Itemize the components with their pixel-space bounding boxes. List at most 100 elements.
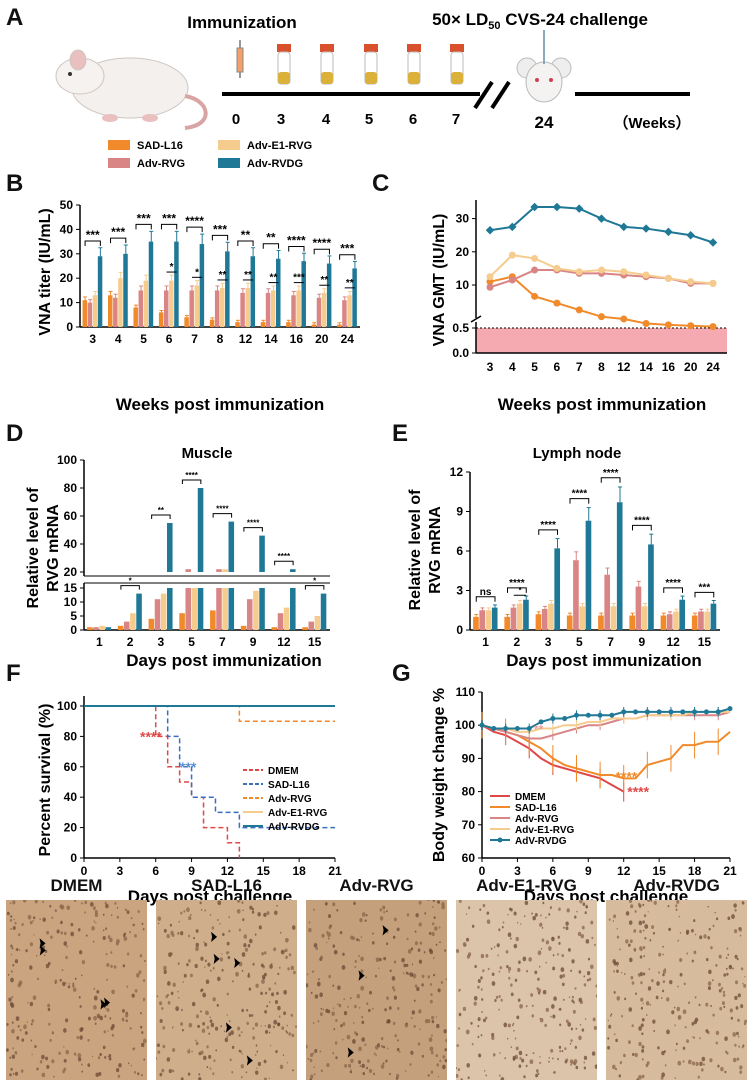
cell-nucleus xyxy=(436,1023,440,1029)
cell-nucleus xyxy=(607,1019,609,1022)
cell-nucleus xyxy=(334,1041,338,1045)
bar-adv-rvdg xyxy=(352,268,357,327)
cell-nucleus xyxy=(592,1017,596,1022)
cell-nucleus xyxy=(260,1025,262,1027)
cell-nucleus xyxy=(709,1058,713,1063)
cell-nucleus xyxy=(201,1028,206,1033)
x-tick-label: 20 xyxy=(684,360,698,374)
cell-nucleus xyxy=(228,916,231,919)
cell-nucleus xyxy=(380,1037,384,1041)
y-tick-label: 40 xyxy=(60,222,74,236)
cell-nucleus xyxy=(287,967,290,971)
cell-nucleus xyxy=(341,965,346,970)
cell-nucleus xyxy=(579,1023,582,1026)
lod-region xyxy=(476,328,727,353)
timeline-labels: 0 3 4 5 6 7 24 （Weeks） xyxy=(232,111,691,132)
cell-nucleus xyxy=(141,922,144,926)
cell-nucleus xyxy=(467,1076,470,1080)
cell-nucleus xyxy=(270,1044,272,1047)
bar-adv-rvg xyxy=(138,290,144,327)
cell-nucleus xyxy=(108,1054,112,1058)
cell-nucleus xyxy=(458,1027,461,1030)
cell-nucleus xyxy=(427,899,430,902)
cell-nucleus xyxy=(242,918,245,922)
cell-nucleus xyxy=(733,929,738,934)
cell-nucleus xyxy=(284,937,289,943)
cell-nucleus xyxy=(516,1015,520,1020)
bar-adv-rvg xyxy=(216,588,222,630)
data-point xyxy=(668,709,674,715)
cell-nucleus xyxy=(226,1014,228,1016)
cell-nucleus xyxy=(39,1060,43,1064)
cell-nucleus xyxy=(143,1058,146,1061)
cell-nucleus xyxy=(33,934,35,936)
cell-nucleus xyxy=(393,917,397,922)
cell-nucleus xyxy=(77,928,81,932)
cell-nucleus xyxy=(274,982,277,985)
sig-bracket xyxy=(507,587,527,593)
cell-nucleus xyxy=(242,909,244,912)
x-tick-label: 3 xyxy=(89,332,96,346)
cell-nucleus xyxy=(305,1044,308,1049)
cell-nucleus xyxy=(352,1039,356,1044)
cell-nucleus xyxy=(97,1056,101,1060)
cell-nucleus xyxy=(74,899,77,902)
cell-nucleus xyxy=(707,981,712,986)
cell-nucleus xyxy=(666,1029,670,1035)
sig-label: *** xyxy=(111,225,125,239)
arrowhead-icon xyxy=(100,999,107,1010)
cell-nucleus xyxy=(478,1053,482,1058)
cell-nucleus xyxy=(576,910,578,913)
cell-nucleus xyxy=(188,959,191,963)
cell-nucleus xyxy=(402,972,405,975)
cell-nucleus xyxy=(562,973,566,978)
cell-nucleus xyxy=(193,936,196,940)
cell-nucleus xyxy=(559,974,563,979)
cell-nucleus xyxy=(48,1022,51,1026)
cell-nucleus xyxy=(200,1010,202,1013)
cell-nucleus xyxy=(507,966,512,971)
bar-sad-l16 xyxy=(535,614,542,630)
cell-nucleus xyxy=(350,1068,352,1071)
cell-nucleus xyxy=(204,942,208,947)
cell-nucleus xyxy=(87,1038,90,1042)
cell-nucleus xyxy=(175,1006,180,1012)
cell-nucleus xyxy=(98,1071,102,1076)
cell-nucleus xyxy=(593,1025,598,1031)
tp-7: 7 xyxy=(452,111,460,128)
y-axis-title: VNA GMT (IU/mL) xyxy=(431,214,448,347)
cell-nucleus xyxy=(725,956,728,959)
cell-nucleus xyxy=(66,905,71,911)
axis-break xyxy=(470,315,482,323)
cell-nucleus xyxy=(204,966,206,969)
cell-nucleus xyxy=(188,1048,190,1051)
sig-bracket xyxy=(600,477,621,483)
cell-nucleus xyxy=(63,941,68,946)
x-tick-label: 16 xyxy=(290,332,304,346)
survival-line-sad-l16 xyxy=(84,705,335,829)
cell-nucleus xyxy=(361,1037,365,1042)
cell-nucleus xyxy=(326,930,329,934)
cell-nucleus xyxy=(651,925,655,929)
arrowhead-icon xyxy=(39,945,46,956)
data-point xyxy=(703,709,709,715)
cell-nucleus xyxy=(586,978,589,982)
cell-nucleus xyxy=(268,1077,270,1080)
cell-nucleus xyxy=(324,901,328,906)
cell-nucleus xyxy=(337,985,341,991)
cell-nucleus xyxy=(99,1052,102,1057)
cell-nucleus xyxy=(261,979,265,984)
cell-nucleus xyxy=(718,954,722,959)
cell-nucleus xyxy=(263,912,267,917)
cell-nucleus xyxy=(362,1072,365,1076)
cell-nucleus xyxy=(735,1006,739,1010)
data-point xyxy=(686,230,695,240)
cell-nucleus xyxy=(316,981,321,987)
cell-nucleus xyxy=(701,1056,706,1062)
cell-nucleus xyxy=(570,1027,573,1031)
cell-nucleus xyxy=(645,1063,649,1068)
cell-nucleus xyxy=(739,1070,743,1074)
cell-nucleus xyxy=(379,908,383,912)
cell-nucleus xyxy=(525,969,529,973)
cell-nucleus xyxy=(471,1042,474,1046)
